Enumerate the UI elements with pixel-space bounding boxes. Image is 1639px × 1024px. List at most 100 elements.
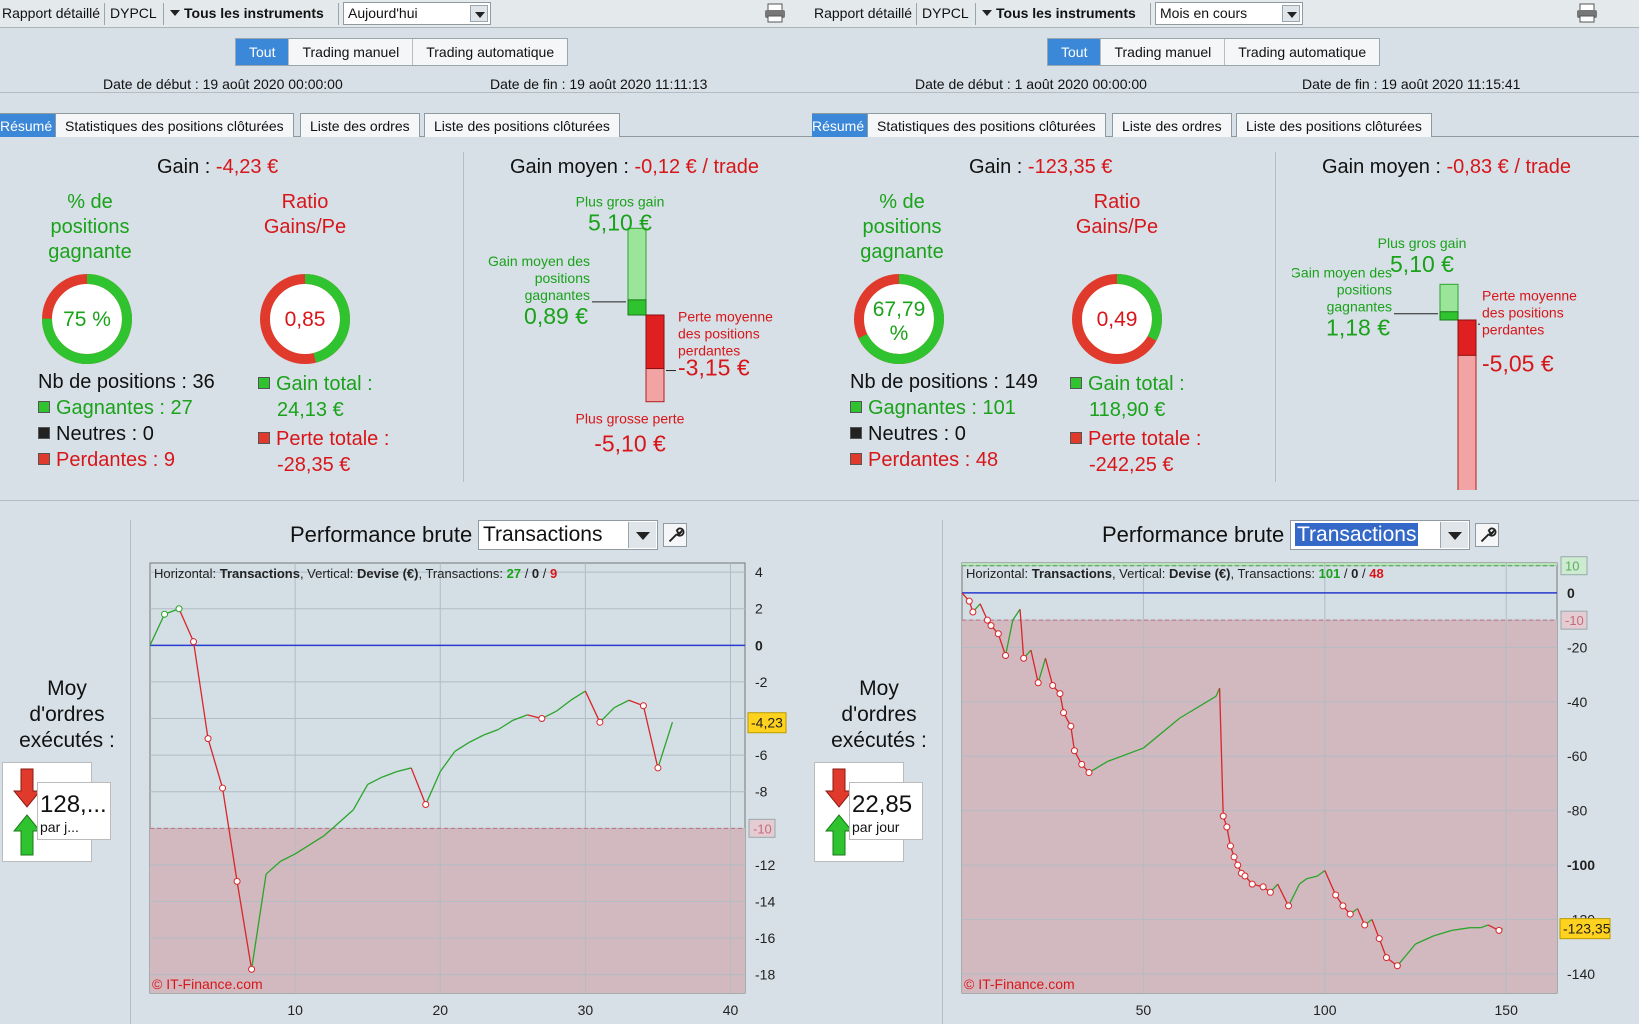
chart-info: Horizontal: Transactions, Vertical: Devi… (154, 566, 557, 581)
chart-info-part: / (1358, 566, 1369, 581)
donut-value: 0,49 (1097, 308, 1138, 331)
equity-segment (1037, 658, 1047, 683)
performance-mode-select[interactable]: Transactions (478, 520, 658, 550)
mode-manual-button[interactable]: Trading manuel (1101, 39, 1226, 65)
chevron-down-icon[interactable] (470, 5, 488, 22)
tab-orders[interactable]: Liste des ordres (300, 113, 420, 137)
win-rate-donut: 75 % (42, 274, 132, 364)
mode-all-button[interactable]: Tout (236, 39, 290, 65)
end-date: Date de fin : 19 août 2020 11:11:13 (490, 76, 708, 92)
profit-zone (962, 563, 1557, 566)
equity-segment (410, 767, 427, 805)
printer-icon[interactable] (763, 3, 787, 23)
instruments-dropdown[interactable]: Tous les instruments (170, 5, 324, 21)
tab-resume[interactable]: Résumé (0, 113, 63, 137)
detailed-report-menu[interactable]: Rapport détaillé (2, 5, 101, 21)
detailed-report-menu[interactable]: Rapport détaillé (814, 5, 913, 21)
performance-mode-select[interactable]: Transactions (1290, 520, 1470, 550)
toolbar: Rapport détaillé DYPCL Tous les instrume… (0, 0, 812, 28)
neutral-positions: Neutres : 0 (38, 423, 154, 446)
y-tick-label: 10 (1565, 559, 1579, 574)
gain-loss-ratio-donut: 0,49 (1072, 274, 1162, 364)
tab-closed-stats[interactable]: Statistiques des positions clôturées (55, 113, 294, 137)
avg-gain-label: gagnantes (1327, 299, 1392, 315)
mode-auto-button[interactable]: Trading automatique (426, 44, 555, 60)
donut-value: 0,85 (285, 308, 326, 331)
losing-positions-label: Perdantes : 9 (56, 449, 175, 471)
trade-point (1049, 681, 1057, 689)
chevron-down-icon[interactable] (1282, 5, 1300, 22)
orders-label-line: Moy (47, 677, 87, 700)
equity-segment (1004, 620, 1014, 656)
equity-segment (381, 770, 397, 778)
ratio-title-line: Ratio (1093, 191, 1141, 213)
trade-point (639, 702, 647, 710)
total-loss-label: Perte totale : (1088, 428, 1202, 450)
equity-segment (338, 809, 354, 824)
trade-point (1361, 921, 1369, 929)
period-select[interactable]: Mois en cours (1155, 2, 1303, 25)
trade-point (422, 801, 430, 809)
equity-segment (657, 721, 674, 769)
start-date: Date de début : 19 août 2020 00:00:00 (103, 76, 343, 92)
trade-point (204, 735, 212, 743)
trading-mode-switch: Tout Trading manuel Trading automatique (235, 38, 569, 66)
trade-point (994, 630, 1002, 638)
equity-segment (250, 873, 267, 970)
winning-positions-label: Gagnantes : 101 (868, 397, 1016, 419)
equity-segment (236, 881, 253, 970)
chart-info-part: / (539, 566, 550, 581)
ratio-title-line: Gains/Pe (263, 216, 347, 238)
chart-info-part: Devise (€) (357, 566, 418, 581)
gain-label: Gain : (969, 156, 1028, 178)
y-tick-label: -10 (1565, 613, 1584, 628)
average-gain-label: Gain moyen : (1322, 156, 1447, 178)
gain-value: -4,23 € (215, 156, 279, 178)
toolbar-separator (338, 3, 339, 25)
trade-point (1085, 769, 1093, 777)
chart-info-part: Transactions (1032, 566, 1112, 581)
chevron-down-icon[interactable] (1440, 522, 1468, 548)
trade-point (983, 616, 991, 624)
mode-all-button[interactable]: Tout (1048, 39, 1102, 65)
instruments-dropdown[interactable]: Tous les instruments (982, 5, 1136, 21)
y-tick-label: -60 (1567, 748, 1587, 764)
red-square-icon (38, 453, 50, 465)
win-rate-title-line: gagnante (860, 241, 944, 263)
wrench-icon[interactable] (1475, 523, 1499, 547)
equity-segment (570, 690, 586, 701)
equity-segment (367, 776, 383, 785)
green-square-icon (38, 401, 50, 413)
total-loss-value: -242,25 € (1089, 454, 1174, 476)
equity-segment (1088, 761, 1108, 774)
avg-loss-value: -5,05 € (1482, 350, 1554, 376)
trade-point (965, 597, 973, 605)
section-divider (1275, 152, 1276, 482)
ratio-title: Ratio Gains/Pe (1052, 190, 1182, 240)
total-gain: Gain total : 24,13 € (258, 371, 373, 423)
chart-info-part: Transactions (220, 566, 300, 581)
trade-point (248, 965, 256, 973)
tab-orders[interactable]: Liste des ordres (1112, 113, 1232, 137)
mode-auto-button[interactable]: Trading automatique (1238, 44, 1367, 60)
trade-point (175, 605, 183, 613)
mode-manual-button[interactable]: Trading manuel (289, 39, 414, 65)
y-tick-label: -6 (755, 747, 768, 763)
tab-closed-positions[interactable]: Liste des positions clôturées (1236, 113, 1432, 137)
equity-segment (178, 608, 195, 642)
chart-info-part: , Vertical: (300, 566, 357, 581)
equity-segment (1277, 883, 1290, 907)
account-label[interactable]: DYPCL (922, 5, 969, 21)
equity-segment (221, 787, 238, 882)
account-label[interactable]: DYPCL (110, 5, 157, 21)
neutral-positions-label: Neutres : 0 (868, 423, 966, 445)
trade-point (1285, 902, 1293, 910)
printer-icon[interactable] (1575, 3, 1599, 23)
report-tabs: Résumé Statistiques des positions clôtur… (812, 113, 1639, 137)
tab-closed-positions[interactable]: Liste des positions clôturées (424, 113, 620, 137)
period-select[interactable]: Aujourd'hui (343, 2, 491, 25)
tab-closed-stats[interactable]: Statistiques des positions clôturées (867, 113, 1106, 137)
chevron-down-icon[interactable] (628, 522, 656, 548)
tab-resume[interactable]: Résumé (812, 113, 875, 137)
wrench-icon[interactable] (663, 523, 687, 547)
